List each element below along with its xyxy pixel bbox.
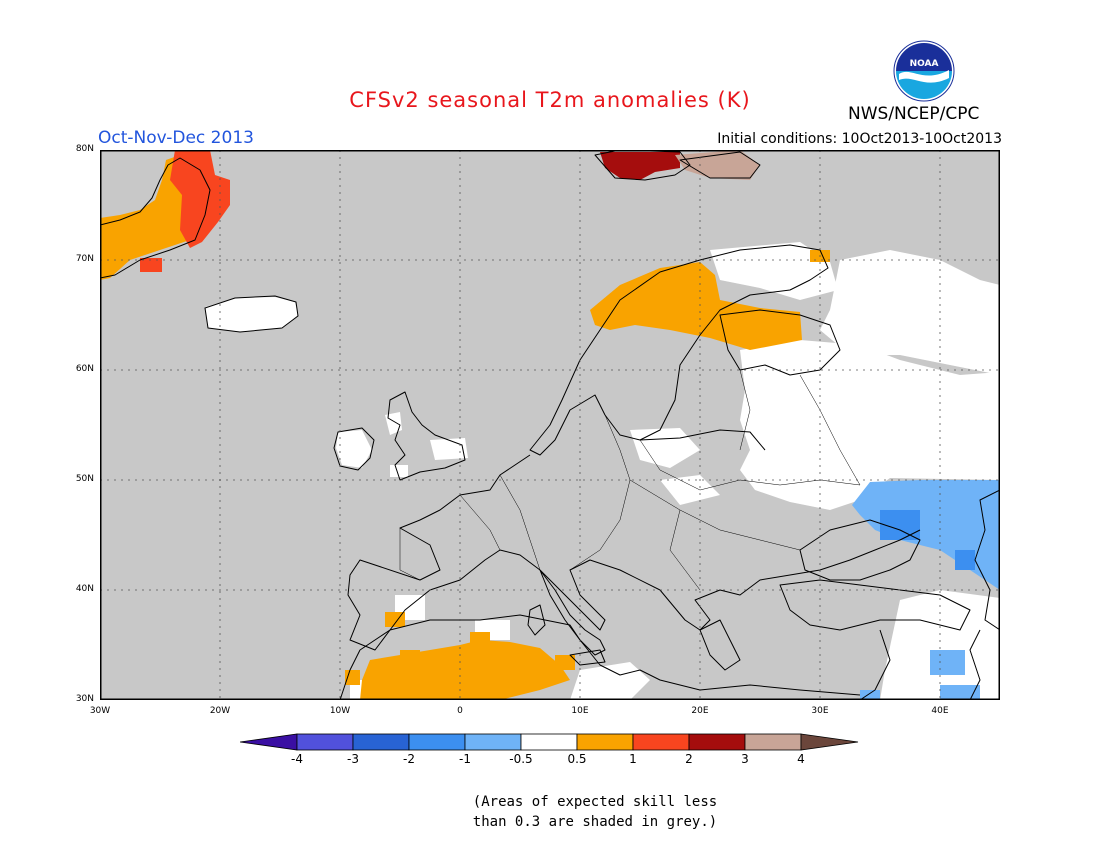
map-title: CFSv2 seasonal T2m anomalies (K) bbox=[349, 88, 751, 112]
colorbar-box bbox=[352, 733, 410, 751]
skill-note-line1: (Areas of expected skill less bbox=[472, 794, 718, 810]
colorbar-box bbox=[744, 733, 802, 751]
strong-cool-regions bbox=[880, 510, 975, 570]
lat-label-50n: 50N bbox=[75, 474, 94, 484]
skill-note-line2: than 0.3 are shaded in grey.) bbox=[472, 814, 718, 830]
colorbar-box bbox=[576, 733, 634, 751]
colorbar-label: -3 bbox=[347, 752, 359, 766]
lat-label-80n: 80N bbox=[75, 144, 94, 154]
colorbar-arrow-low bbox=[240, 733, 298, 751]
colorbar-box bbox=[296, 733, 354, 751]
lon-label-10w: 10W bbox=[329, 706, 351, 716]
colorbar-box bbox=[464, 733, 522, 751]
lon-label-10e: 10E bbox=[571, 706, 589, 716]
colorbar-box bbox=[520, 733, 578, 751]
colorbar bbox=[240, 733, 859, 751]
colorbar-label: 1 bbox=[629, 752, 637, 766]
colorbar-box bbox=[408, 733, 466, 751]
initial-conditions: Initial conditions: 10Oct2013-10Oct2013 bbox=[717, 131, 1002, 147]
colorbar-label: 3 bbox=[741, 752, 749, 766]
colorbar-box bbox=[688, 733, 746, 751]
graticule bbox=[100, 150, 1000, 700]
lon-label-0: 0 bbox=[457, 706, 463, 716]
lon-label-20w: 20W bbox=[209, 706, 231, 716]
noaa-logo-text: NOAA bbox=[910, 59, 939, 69]
forecast-period: Oct-Nov-Dec 2013 bbox=[98, 128, 254, 148]
colorbar-label: 0.5 bbox=[567, 752, 587, 766]
colorbar-label: -4 bbox=[291, 752, 303, 766]
lon-label-40e: 40E bbox=[931, 706, 949, 716]
very-warm-regions bbox=[600, 152, 680, 180]
colorbar-label: 2 bbox=[685, 752, 693, 766]
lat-label-30n: 30N bbox=[75, 694, 94, 704]
agency-label: NWS/NCEP/CPC bbox=[848, 104, 980, 124]
lon-label-30e: 30E bbox=[811, 706, 829, 716]
colorbar-box bbox=[632, 733, 690, 751]
strong-warm-regions bbox=[140, 150, 230, 272]
colorbar-label: 4 bbox=[797, 752, 805, 766]
lon-label-30w: 30W bbox=[89, 706, 111, 716]
lat-label-40n: 40N bbox=[75, 584, 94, 594]
map-frame bbox=[100, 150, 1000, 700]
lat-label-70n: 70N bbox=[75, 254, 94, 264]
skill-note: (Areas of expected skill less than 0.3 a… bbox=[0, 792, 1100, 832]
lat-label-60n: 60N bbox=[75, 364, 94, 374]
noaa-logo: NOAA bbox=[893, 40, 955, 102]
colorbar-label: -0.5 bbox=[509, 752, 533, 766]
colorbar-arrow-high bbox=[800, 733, 859, 751]
colorbar-label: -1 bbox=[459, 752, 471, 766]
temperature-anomaly-map bbox=[100, 150, 1000, 700]
colorbar-label: -2 bbox=[403, 752, 415, 766]
lon-label-20e: 20E bbox=[691, 706, 709, 716]
